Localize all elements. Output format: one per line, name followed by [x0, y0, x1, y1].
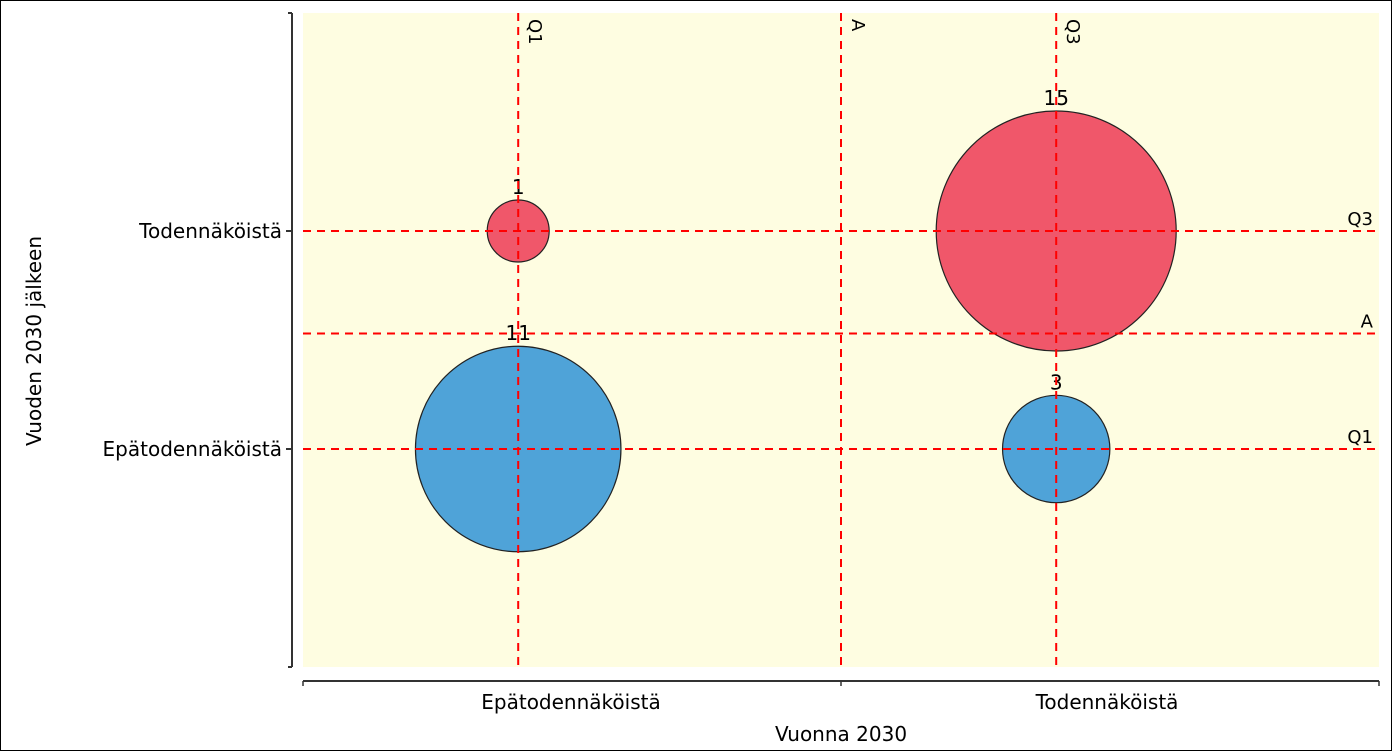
horizontal-ref-label-q1: Q1 [1347, 427, 1373, 448]
x-axis-title: Vuonna 2030 [775, 722, 907, 746]
y-axis-title: Vuoden 2030 jälkeen [22, 236, 46, 446]
horizontal-ref-label-a: A [1361, 311, 1374, 332]
reference-lines: Q1 A Q3 Q3 A Q1 [303, 13, 1379, 667]
axes: Epätodennäköistä Todennäköistä Epätodennäk… [103, 12, 1380, 714]
vertical-ref-label-q1: Q1 [524, 19, 545, 45]
x-tick-label: Epätodennäköistä [481, 690, 660, 714]
vertical-ref-label-q3: Q3 [1062, 19, 1083, 45]
x-tick-label: Todennäköistä [1035, 690, 1179, 714]
y-tick-label: Todennäköistä [138, 219, 282, 243]
vertical-ref-label-a: A [847, 19, 868, 32]
y-tick-label: Epätodennäköistä [103, 437, 282, 461]
horizontal-ref-label-q3: Q3 [1347, 209, 1373, 230]
